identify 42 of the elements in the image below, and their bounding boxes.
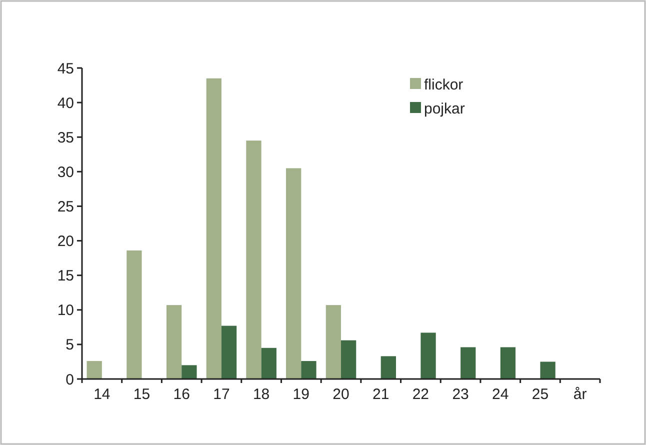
bar — [460, 347, 476, 379]
bar — [221, 326, 237, 379]
x-tick-label: 20 — [332, 386, 350, 403]
bar — [301, 361, 316, 379]
y-tick-label: 5 — [66, 336, 74, 354]
bar — [246, 140, 262, 379]
bar — [206, 78, 222, 379]
bar — [341, 340, 356, 379]
y-tick-label: 25 — [57, 198, 74, 216]
x-tick-label: 23 — [452, 386, 469, 403]
bar — [286, 168, 302, 379]
bar — [500, 347, 516, 379]
x-tick-label: 14 — [94, 386, 110, 403]
y-tick-label: 15 — [57, 268, 74, 285]
y-tick-label: 35 — [57, 129, 74, 146]
legend-label: pojkar — [424, 100, 465, 118]
x-tick-label: år — [573, 386, 587, 403]
y-tick-label: 0 — [66, 371, 74, 388]
y-tick-label: 10 — [57, 302, 74, 320]
x-tick-label: 16 — [173, 386, 190, 403]
y-tick-label: 40 — [57, 94, 74, 112]
x-tick-label: 25 — [532, 386, 549, 403]
bar — [540, 362, 556, 379]
bar — [261, 348, 276, 379]
x-tick-label: 18 — [252, 386, 270, 403]
y-tick-label: 45 — [57, 60, 74, 78]
bar — [126, 250, 142, 379]
x-tick-label: 17 — [213, 386, 230, 403]
y-tick-label: 30 — [57, 164, 74, 181]
x-tick-label: 15 — [133, 386, 150, 403]
x-tick-label: 22 — [412, 386, 430, 403]
bar — [380, 356, 396, 379]
x-tick-label: 19 — [292, 386, 310, 403]
bar — [166, 305, 182, 379]
bar — [420, 332, 436, 379]
bar — [182, 365, 197, 379]
bar — [326, 305, 341, 379]
x-tick-label: 24 — [492, 386, 509, 403]
x-tick-label: 21 — [372, 386, 390, 403]
legend-label: flickor — [424, 76, 464, 94]
bar — [86, 361, 102, 379]
y-tick-label: 20 — [57, 233, 74, 250]
